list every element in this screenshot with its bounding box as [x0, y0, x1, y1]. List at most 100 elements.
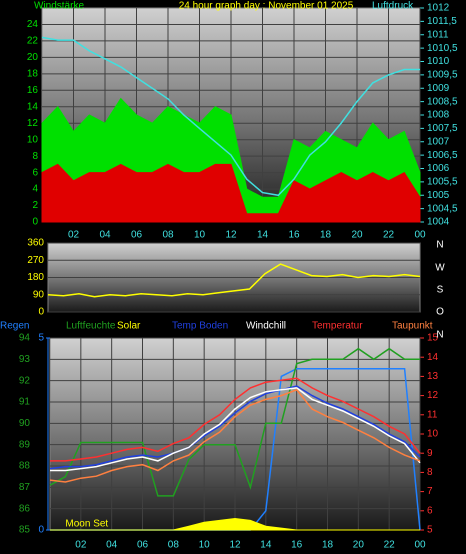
y-tick-label: 360 [27, 238, 44, 249]
y2-tick-label: 1007 [427, 136, 450, 147]
y2-tick-label: 1010,5 [427, 43, 458, 54]
x-tick-label: 18 [320, 230, 332, 241]
y2-tick-label: 1012 [427, 3, 450, 14]
series-line [50, 377, 421, 462]
x-tick-label: 16 [288, 230, 300, 241]
y-tick-label: 0 [38, 307, 44, 318]
y2-tick-label: 13 [427, 371, 439, 382]
legend-entry: Regen [0, 321, 29, 332]
y2-tick-label: 1004,5 [427, 203, 458, 214]
x-tick-label: 14 [257, 230, 269, 241]
series-line [49, 385, 421, 470]
x-tick-label: 02 [75, 540, 87, 551]
series-line [49, 347, 420, 497]
y2-tick-label: 1004 [427, 217, 450, 228]
legend-entry: Taupunkt [392, 321, 433, 332]
series-line [49, 388, 421, 483]
series-line [50, 387, 421, 472]
y-tick-label: 20 [27, 52, 39, 63]
compass-label: W [435, 263, 445, 274]
series-area [41, 163, 421, 223]
x-tick-label: 20 [353, 540, 365, 551]
chart-title: 24 hour graph day : November 01 2025 [179, 1, 354, 12]
y-tick-label: 12 [27, 118, 39, 129]
y-tick-label: 92 [19, 375, 31, 386]
y-tick-label: 4 [32, 184, 38, 195]
y-tick-label: 0 [32, 217, 38, 228]
y2-tick-label: 1007,5 [427, 123, 458, 134]
compass-label: O [436, 307, 444, 318]
series-line [41, 36, 420, 197]
y-tick-label: 90 [19, 418, 31, 429]
rain-tick-label: 5 [38, 333, 44, 344]
y2-axis-label: Luftdruck [372, 1, 414, 12]
y-tick-label: 93 [19, 354, 31, 365]
y2-tick-label: 1009 [427, 83, 450, 94]
series-line [47, 263, 421, 298]
legend-entry: Temp Boden [172, 321, 228, 332]
y-tick-label: 16 [27, 85, 39, 96]
x-tick-label: 18 [322, 540, 334, 551]
x-tick-label: 00 [414, 540, 426, 551]
x-tick-label: 04 [106, 540, 118, 551]
x-tick-label: 14 [260, 540, 272, 551]
y2-tick-label: 1005 [427, 190, 450, 201]
x-tick-label: 02 [68, 230, 80, 241]
y-tick-label: 18 [27, 68, 39, 79]
legend-entry: Luftfeuchte [66, 321, 116, 332]
compass-label: S [437, 285, 444, 296]
y2-tick-label: 1010 [427, 56, 450, 67]
y2-tick-label: 10 [427, 429, 439, 440]
series-area [50, 517, 420, 531]
x-tick-label: 12 [225, 230, 237, 241]
y-tick-label: 91 [19, 397, 31, 408]
y-tick-label: 270 [27, 255, 44, 266]
x-tick-label: 10 [199, 540, 211, 551]
y-tick-label: 180 [27, 272, 44, 283]
compass-label: N [436, 240, 443, 251]
y2-tick-label: 1009,5 [427, 70, 458, 81]
y-tick-label: 14 [27, 101, 39, 112]
y-tick-label: 89 [19, 439, 31, 450]
y-tick-label: 24 [27, 19, 39, 30]
y2-tick-label: 1011,5 [427, 16, 457, 27]
y2-tick-label: 1008,5 [427, 96, 458, 107]
x-tick-label: 04 [99, 230, 111, 241]
y-tick-label: 87 [19, 482, 31, 493]
y2-tick-label: 1011 [427, 29, 449, 40]
y-tick-label: 90 [33, 289, 45, 300]
rain-tick-label: 0 [38, 525, 44, 536]
legend-entry: Windchill [246, 321, 286, 332]
y-tick-label: 22 [27, 36, 39, 47]
x-tick-label: 22 [383, 230, 395, 241]
y2-tick-label: 12 [427, 390, 439, 401]
x-tick-label: 00 [414, 230, 426, 241]
y-tick-label: 86 [19, 503, 31, 514]
y2-tick-label: 1008 [427, 110, 450, 121]
x-tick-label: 06 [137, 540, 149, 551]
y-tick-label: 94 [19, 333, 31, 344]
y-tick-label: 88 [19, 461, 31, 472]
x-tick-label: 10 [194, 230, 206, 241]
y2-tick-label: 6 [427, 505, 433, 516]
x-tick-label: 08 [162, 230, 174, 241]
y-tick-label: 85 [19, 525, 31, 536]
x-tick-label: 08 [168, 540, 180, 551]
y2-tick-label: 1005,5 [427, 177, 458, 188]
y-tick-label: 8 [32, 151, 38, 162]
compass-label: N [436, 330, 443, 341]
y2-tick-label: 9 [427, 448, 433, 459]
y2-tick-label: 11 [427, 409, 438, 420]
x-tick-label: 16 [291, 540, 303, 551]
annotation: Moon Set [65, 519, 108, 530]
x-tick-label: 12 [229, 540, 241, 551]
legend-entry: Solar [117, 321, 141, 332]
y-tick-label: 10 [27, 134, 39, 145]
x-tick-label: 20 [351, 230, 363, 241]
y-tick-label: 2 [32, 200, 38, 211]
y2-tick-label: 7 [427, 486, 433, 497]
y2-tick-label: 8 [427, 467, 433, 478]
y2-tick-label: 1006 [427, 163, 450, 174]
